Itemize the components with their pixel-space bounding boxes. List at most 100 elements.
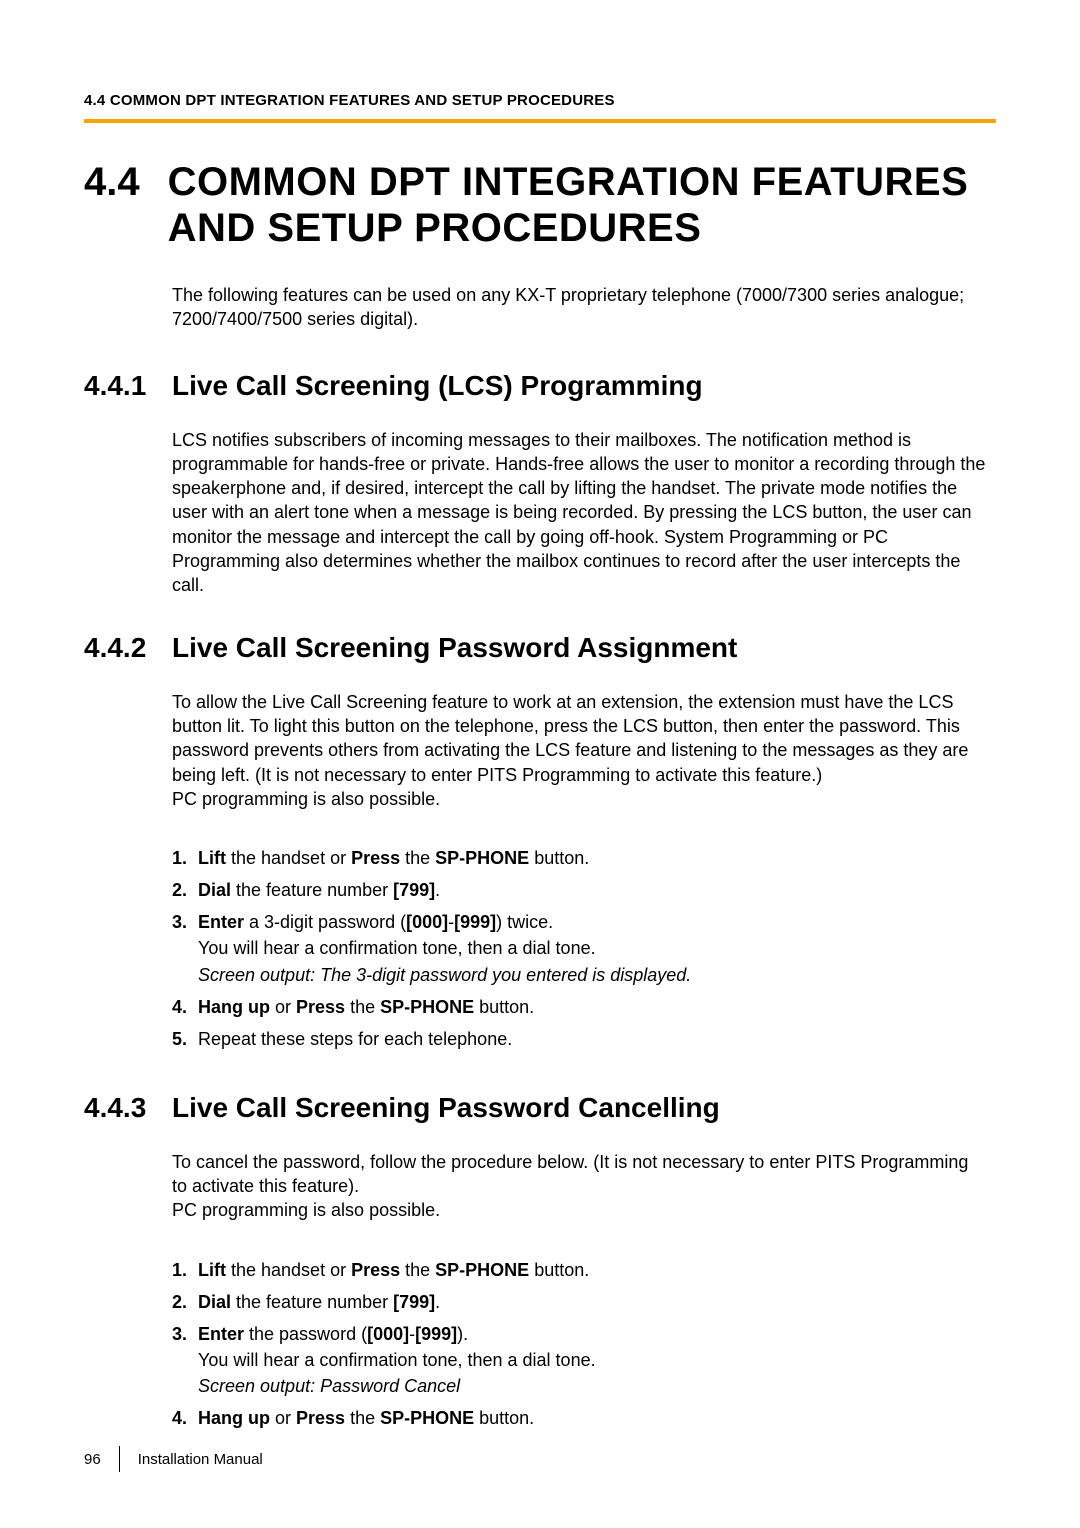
section-intro-paragraph: The following features can be used on an… bbox=[172, 283, 986, 332]
text-run: Lift bbox=[198, 1260, 226, 1280]
section-heading: 4.4 COMMON DPT INTEGRATION FEATURES AND … bbox=[84, 159, 996, 251]
step-body: Repeat these steps for each telephone. bbox=[198, 1026, 986, 1052]
text-run: SP-PHONE bbox=[380, 997, 474, 1017]
step-item: 1.Lift the handset or Press the SP-PHONE… bbox=[172, 1257, 986, 1283]
text-run: Press bbox=[351, 848, 400, 868]
section-number: 4.4 bbox=[84, 160, 140, 205]
step-body: Enter a 3-digit password ([000]-[999]) t… bbox=[198, 909, 986, 987]
section-title-text: COMMON DPT INTEGRATION FEATURES AND SETU… bbox=[168, 159, 996, 251]
footer-doc-title: Installation Manual bbox=[138, 1451, 263, 1468]
document-page: 4.4 COMMON DPT INTEGRATION FEATURES AND … bbox=[0, 0, 1080, 1528]
step-marker: 5. bbox=[172, 1026, 198, 1052]
text-run: Dial bbox=[198, 880, 231, 900]
subsection-title-text: Live Call Screening Password Assignment bbox=[172, 632, 737, 664]
text-run: [000] bbox=[367, 1324, 409, 1344]
step-marker: 1. bbox=[172, 1257, 198, 1283]
step-body: Lift the handset or Press the SP-PHONE b… bbox=[198, 845, 986, 871]
text-run: Dial bbox=[198, 1292, 231, 1312]
subsection-heading: 4.4.3Live Call Screening Password Cancel… bbox=[84, 1092, 996, 1124]
step-marker: 3. bbox=[172, 1321, 198, 1347]
subsection-title-text: Live Call Screening (LCS) Programming bbox=[172, 370, 703, 402]
step-item: 3.Enter the password ([000]-[999]).You w… bbox=[172, 1321, 986, 1399]
text-run: Press bbox=[296, 997, 345, 1017]
step-item: 2.Dial the feature number [799]. bbox=[172, 1289, 986, 1315]
text-run: ) twice. bbox=[496, 912, 553, 932]
step-list: 1.Lift the handset or Press the SP-PHONE… bbox=[172, 845, 986, 1052]
text-run: the handset or bbox=[226, 1260, 351, 1280]
subsection-paragraph: To allow the Live Call Screening feature… bbox=[172, 690, 986, 811]
text-run: Enter bbox=[198, 1324, 244, 1344]
text-run: Screen output: Password Cancel bbox=[198, 1376, 460, 1396]
text-run: You will hear a confirmation tone, then … bbox=[198, 1350, 596, 1370]
step-marker: 1. bbox=[172, 845, 198, 871]
text-run: the bbox=[345, 997, 380, 1017]
text-run: Press bbox=[351, 1260, 400, 1280]
subsection-body: To allow the Live Call Screening feature… bbox=[84, 690, 996, 1052]
text-run: Screen output: The 3-digit password you … bbox=[198, 965, 691, 985]
text-run: Hang up bbox=[198, 1408, 270, 1428]
text-run: button. bbox=[474, 1408, 534, 1428]
subsection-number: 4.4.2 bbox=[84, 632, 172, 664]
step-body: Dial the feature number [799]. bbox=[198, 877, 986, 903]
text-run: . bbox=[435, 880, 440, 900]
text-run: SP-PHONE bbox=[435, 848, 529, 868]
text-run: [999] bbox=[415, 1324, 457, 1344]
subsection-body: LCS notifies subscribers of incoming mes… bbox=[84, 428, 996, 598]
text-run: Press bbox=[296, 1408, 345, 1428]
text-run: You will hear a confirmation tone, then … bbox=[198, 938, 596, 958]
text-run: [000] bbox=[406, 912, 448, 932]
subsection-paragraph: LCS notifies subscribers of incoming mes… bbox=[172, 428, 986, 598]
page-number: 96 bbox=[84, 1451, 119, 1468]
text-run: Hang up bbox=[198, 997, 270, 1017]
footer-divider bbox=[119, 1446, 120, 1472]
step-marker: 3. bbox=[172, 909, 198, 935]
text-run: the bbox=[345, 1408, 380, 1428]
page-footer: 96 Installation Manual bbox=[84, 1446, 263, 1472]
subsection-heading: 4.4.1Live Call Screening (LCS) Programmi… bbox=[84, 370, 996, 402]
step-list: 1.Lift the handset or Press the SP-PHONE… bbox=[172, 1257, 986, 1432]
step-item: 2.Dial the feature number [799]. bbox=[172, 877, 986, 903]
running-header: 4.4 COMMON DPT INTEGRATION FEATURES AND … bbox=[84, 92, 996, 109]
text-run: the bbox=[400, 1260, 435, 1280]
subsection-number: 4.4.3 bbox=[84, 1092, 172, 1124]
text-run: [799] bbox=[393, 880, 435, 900]
text-run: or bbox=[270, 1408, 296, 1428]
text-run: Lift bbox=[198, 848, 226, 868]
text-run: button. bbox=[529, 1260, 589, 1280]
step-item: 1.Lift the handset or Press the SP-PHONE… bbox=[172, 845, 986, 871]
accent-rule bbox=[84, 119, 996, 123]
step-body: Hang up or Press the SP-PHONE button. bbox=[198, 1405, 986, 1431]
text-run: the bbox=[400, 848, 435, 868]
subsection-paragraph: To cancel the password, follow the proce… bbox=[172, 1150, 986, 1223]
step-body: Hang up or Press the SP-PHONE button. bbox=[198, 994, 986, 1020]
step-body: Dial the feature number [799]. bbox=[198, 1289, 986, 1315]
subsection-body: To cancel the password, follow the proce… bbox=[84, 1150, 996, 1431]
text-run: the feature number bbox=[231, 1292, 393, 1312]
step-marker: 4. bbox=[172, 1405, 198, 1431]
subsection-number: 4.4.1 bbox=[84, 370, 172, 402]
step-item: 5.Repeat these steps for each telephone. bbox=[172, 1026, 986, 1052]
text-run: [799] bbox=[393, 1292, 435, 1312]
subsections-container: 4.4.1Live Call Screening (LCS) Programmi… bbox=[84, 370, 996, 1432]
text-run: the feature number bbox=[231, 880, 393, 900]
subsection-title-text: Live Call Screening Password Cancelling bbox=[172, 1092, 720, 1124]
text-run: button. bbox=[474, 997, 534, 1017]
step-body: Lift the handset or Press the SP-PHONE b… bbox=[198, 1257, 986, 1283]
text-run: Repeat these steps for each telephone. bbox=[198, 1029, 512, 1049]
step-item: 4.Hang up or Press the SP-PHONE button. bbox=[172, 994, 986, 1020]
step-marker: 2. bbox=[172, 877, 198, 903]
step-marker: 2. bbox=[172, 1289, 198, 1315]
text-run: SP-PHONE bbox=[435, 1260, 529, 1280]
text-run: [999] bbox=[454, 912, 496, 932]
text-run: a 3-digit password ( bbox=[244, 912, 406, 932]
text-run: Enter bbox=[198, 912, 244, 932]
step-body: Enter the password ([000]-[999]).You wil… bbox=[198, 1321, 986, 1399]
text-run: ). bbox=[457, 1324, 468, 1344]
text-run: or bbox=[270, 997, 296, 1017]
text-run: button. bbox=[529, 848, 589, 868]
step-item: 4.Hang up or Press the SP-PHONE button. bbox=[172, 1405, 986, 1431]
text-run: . bbox=[435, 1292, 440, 1312]
text-run: the handset or bbox=[226, 848, 351, 868]
step-item: 3.Enter a 3-digit password ([000]-[999])… bbox=[172, 909, 986, 987]
subsection-heading: 4.4.2Live Call Screening Password Assign… bbox=[84, 632, 996, 664]
